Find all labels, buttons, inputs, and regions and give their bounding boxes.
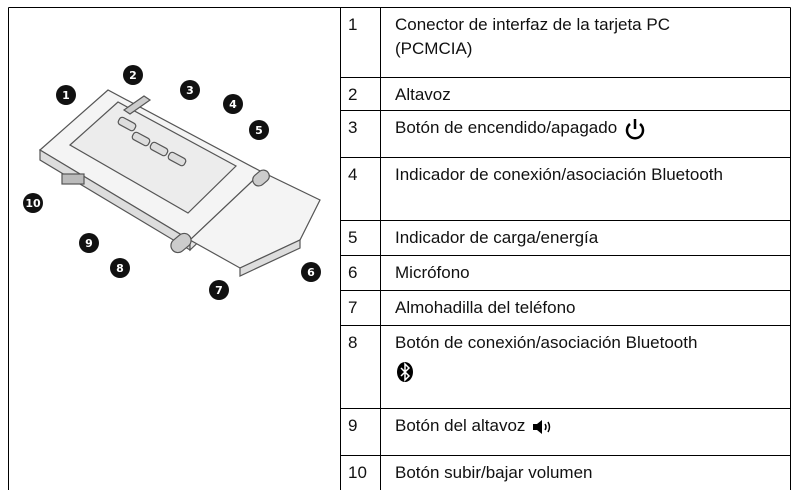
description-text: Botón de conexión/asociación Bluetooth	[395, 333, 698, 352]
description-text-wrap: Indicador de conexión/asociación Bluetoo…	[395, 163, 723, 187]
description-text: Botón subir/bajar volumen	[395, 463, 593, 482]
row-description: Almohadilla del teléfono	[380, 290, 790, 325]
row-number: 8	[348, 333, 358, 352]
description-text: Botón del altavoz	[395, 416, 526, 435]
callout-number: 5	[255, 124, 263, 137]
description-text-wrap: Micrófono	[395, 261, 470, 285]
row-description: Indicador de carga/energía	[380, 220, 790, 255]
description-text-wrap: Botón de encendido/apagado	[395, 116, 648, 141]
description-text-wrap: Botón del altavoz	[395, 414, 556, 438]
callouts: 1 2 3 4 5 6 7 8 9 10	[23, 65, 321, 300]
row-number: 1	[348, 15, 358, 34]
row-description: Botón del altavoz	[380, 408, 790, 455]
description-text: Micrófono	[395, 263, 470, 282]
description-text-wrap: Altavoz	[395, 83, 451, 107]
icon-holder	[395, 359, 697, 383]
description-text: Indicador de conexión/asociación Bluetoo…	[395, 165, 723, 184]
description-text: Botón de encendido/apagado	[395, 118, 618, 137]
callout-badge	[223, 94, 243, 114]
callout-number: 9	[85, 237, 93, 250]
callout-number: 2	[129, 69, 137, 82]
description-text-wrap: Almohadilla del teléfono	[395, 296, 576, 320]
icon-holder	[617, 118, 648, 139]
row-number: 10	[348, 463, 367, 482]
callout-badge	[180, 80, 200, 100]
row-description: Micrófono	[380, 255, 790, 290]
callout-number: 6	[307, 266, 315, 279]
callout-badge	[56, 85, 76, 105]
row-number: 9	[348, 416, 358, 435]
row-description: Botón subir/bajar volumen	[380, 455, 790, 490]
row-description: Indicador de conexión/asociación Bluetoo…	[380, 157, 790, 220]
row-description: Altavoz	[380, 77, 790, 110]
device-illustration	[38, 89, 321, 277]
callout-badge	[23, 193, 43, 213]
row-number: 2	[348, 85, 358, 104]
row-number: 7	[348, 298, 358, 317]
description-text: Almohadilla del teléfono	[395, 298, 576, 317]
row-number: 5	[348, 228, 358, 247]
bluetooth-icon	[397, 361, 413, 382]
description-text: Conector de interfaz de la tarjeta PC (P…	[395, 15, 670, 58]
callout-badge	[79, 233, 99, 253]
table-lines	[8, 7, 791, 490]
callout-number: 10	[25, 197, 41, 210]
description-text: Indicador de carga/energía	[395, 228, 599, 247]
icon-holder	[525, 416, 556, 435]
description-text: Altavoz	[395, 85, 451, 104]
description-text-wrap: Conector de interfaz de la tarjeta PC (P…	[395, 13, 740, 61]
callout-badge	[249, 120, 269, 140]
description-text-wrap: Botón subir/bajar volumen	[395, 461, 593, 485]
row-description: Conector de interfaz de la tarjeta PC (P…	[380, 7, 790, 77]
description-text-wrap: Indicador de carga/energía	[395, 226, 598, 250]
callout-number: 7	[215, 284, 223, 297]
callout-badge	[123, 65, 143, 85]
callout-badge	[209, 280, 229, 300]
callout-number: 1	[62, 89, 70, 102]
description-text-wrap: Botón de conexión/asociación Bluetooth	[395, 331, 697, 383]
row-description: Botón de encendido/apagado	[380, 110, 790, 157]
row-number: 4	[348, 165, 358, 184]
callout-badge	[110, 258, 130, 278]
callout-number: 8	[116, 262, 124, 275]
row-number: 3	[348, 118, 358, 137]
power-icon	[625, 118, 645, 139]
callout-badge	[301, 262, 321, 282]
speaker-icon	[533, 419, 551, 434]
row-number: 6	[348, 263, 358, 282]
callout-number: 3	[186, 84, 194, 97]
row-description: Botón de conexión/asociación Bluetooth	[380, 325, 790, 408]
callout-number: 4	[229, 98, 237, 111]
